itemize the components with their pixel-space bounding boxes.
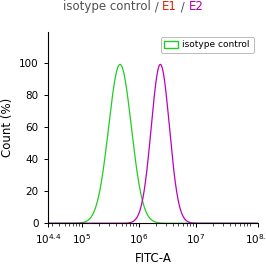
- Y-axis label: Count (%): Count (%): [1, 98, 14, 157]
- Legend: isotype control: isotype control: [161, 37, 253, 53]
- Text: /: /: [177, 1, 188, 13]
- Text: /: /: [151, 1, 162, 13]
- Text: E1: E1: [162, 1, 177, 13]
- Text: isotype control: isotype control: [63, 1, 151, 13]
- Text: E2: E2: [188, 1, 203, 13]
- X-axis label: FITC-A: FITC-A: [135, 252, 171, 265]
